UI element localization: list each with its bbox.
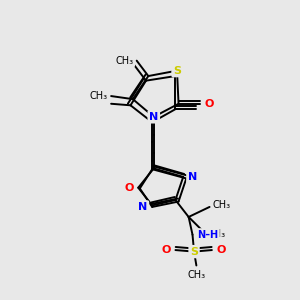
Text: CH₃: CH₃ bbox=[187, 270, 206, 280]
Text: O: O bbox=[205, 99, 214, 109]
Text: O: O bbox=[161, 245, 171, 255]
Text: S: S bbox=[173, 66, 181, 76]
Text: CH₃: CH₃ bbox=[207, 229, 225, 239]
Text: S: S bbox=[190, 247, 198, 256]
Text: N: N bbox=[149, 112, 158, 122]
Text: N–H: N–H bbox=[197, 230, 218, 240]
Text: N: N bbox=[188, 172, 197, 182]
Text: CH₃: CH₃ bbox=[213, 200, 231, 210]
Text: CH₃: CH₃ bbox=[90, 91, 108, 101]
Text: O: O bbox=[124, 183, 134, 193]
Text: N: N bbox=[138, 202, 148, 212]
Text: O: O bbox=[217, 245, 226, 255]
Text: CH₃: CH₃ bbox=[116, 56, 134, 66]
